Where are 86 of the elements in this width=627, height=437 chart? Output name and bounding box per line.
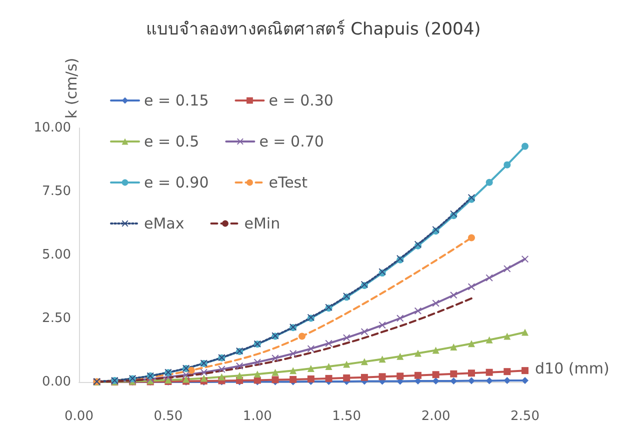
point	[414, 307, 422, 314]
legend-label: e = 0.30	[268, 92, 334, 110]
point	[218, 373, 226, 380]
point	[298, 332, 306, 340]
y-axis-title: k (cm/s)	[62, 58, 80, 119]
point	[182, 371, 190, 378]
point	[504, 265, 511, 272]
point	[396, 314, 404, 322]
x-tick-label: 1.00	[242, 409, 272, 424]
point	[360, 358, 368, 366]
legend-label: e = 0.70	[259, 132, 324, 150]
point	[486, 336, 493, 344]
point	[486, 368, 493, 376]
x-tick-label: 0.00	[64, 409, 94, 424]
x-tick-label: 2.50	[510, 409, 540, 424]
point	[396, 352, 404, 360]
point	[200, 374, 208, 382]
legend-label: e = 0.90	[144, 174, 209, 192]
point	[522, 142, 528, 150]
point	[522, 367, 528, 374]
point	[468, 377, 475, 384]
point	[522, 376, 528, 384]
point	[200, 368, 208, 376]
point	[325, 363, 332, 370]
point	[236, 362, 244, 370]
point	[450, 377, 458, 384]
x-axis-title: d10 (mm)	[535, 360, 610, 378]
point	[272, 368, 279, 376]
point	[486, 274, 493, 282]
point	[504, 368, 511, 376]
y-tick-label: 10.00	[34, 120, 71, 136]
point	[378, 373, 386, 380]
point	[450, 343, 458, 350]
y-tick-label: 5.00	[42, 248, 71, 262]
x-tick-label: 0.50	[154, 409, 183, 424]
point	[432, 377, 440, 384]
point	[218, 366, 226, 373]
point	[522, 328, 528, 336]
point	[343, 334, 350, 342]
point	[504, 376, 511, 384]
point	[360, 374, 368, 381]
x-tick-label: 2.00	[421, 409, 450, 424]
point	[468, 370, 475, 377]
point	[450, 292, 458, 299]
point	[504, 161, 511, 168]
legend-label: eMax	[144, 214, 184, 232]
point	[290, 367, 297, 374]
point	[254, 358, 261, 366]
point	[486, 377, 493, 384]
legend-label: e = 0.5	[144, 132, 200, 150]
point	[432, 371, 440, 378]
point	[307, 365, 314, 372]
point	[414, 350, 422, 357]
point	[236, 372, 244, 380]
point	[522, 256, 528, 263]
point	[450, 370, 458, 378]
point	[254, 370, 261, 378]
point	[432, 300, 440, 307]
point	[325, 374, 332, 382]
point	[396, 372, 404, 380]
point	[343, 360, 350, 368]
y-tick-label: 0.00	[42, 374, 71, 390]
legend-label: eMin	[244, 214, 280, 232]
point	[432, 346, 440, 354]
point	[378, 356, 386, 363]
point	[325, 340, 332, 347]
point	[307, 375, 314, 382]
y-tick-label: 2.50	[42, 311, 71, 326]
point	[290, 350, 297, 358]
point	[360, 328, 368, 336]
point	[188, 366, 195, 374]
point	[486, 178, 493, 186]
point	[414, 372, 422, 379]
point	[378, 322, 386, 329]
point	[290, 376, 297, 383]
point	[468, 340, 475, 348]
point	[307, 345, 314, 352]
point	[468, 234, 475, 242]
legend-label: e = 0.15	[144, 92, 209, 110]
point	[343, 374, 350, 382]
legend-label: eTest	[268, 174, 308, 192]
point	[504, 332, 511, 340]
x-tick-label: 1.50	[332, 409, 362, 424]
y-tick-label: 7.50	[42, 184, 71, 199]
point	[272, 354, 279, 362]
chart-title: แบบจำลองทางคณิตศาสตร์ Chapuis (2004)	[146, 20, 481, 40]
